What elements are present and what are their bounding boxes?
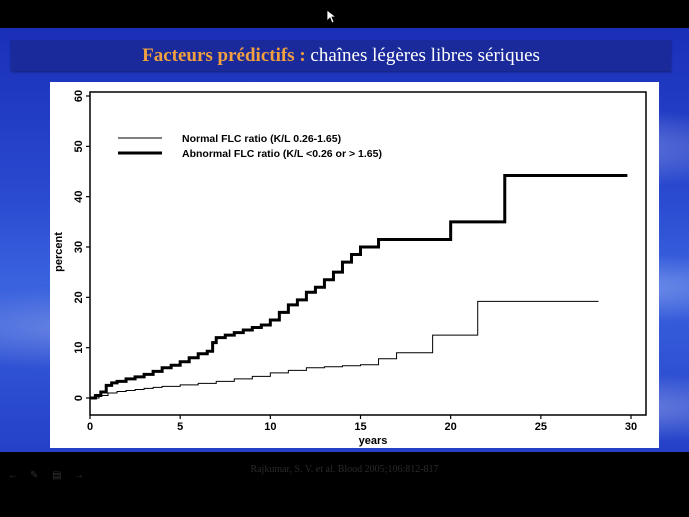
y-tick-label: 20 xyxy=(73,291,85,303)
next-icon[interactable]: → xyxy=(74,470,84,481)
normal-flc-series-line xyxy=(90,300,599,399)
slide-title-accent: Facteurs prédictifs : xyxy=(142,45,306,66)
y-tick-label: 60 xyxy=(73,90,85,102)
y-axis-label: percent xyxy=(53,232,65,272)
y-tick-label: 40 xyxy=(73,191,85,203)
x-tick-label: 10 xyxy=(264,421,276,433)
bottom-black-bar: Rajkumar, S. V. et al. Blood 2005;106:81… xyxy=(0,452,689,517)
legend-label: Abnormal FLC ratio (K/L <0.26 or > 1.65) xyxy=(182,148,382,160)
x-tick-label: 5 xyxy=(177,421,183,433)
y-tick-label: 30 xyxy=(73,241,85,253)
citation-text: Rajkumar, S. V. et al. Blood 2005;106:81… xyxy=(250,464,439,475)
previous-arrow-icon[interactable]: ← xyxy=(8,470,18,481)
x-tick-label: 0 xyxy=(87,421,93,433)
x-tick-label: 25 xyxy=(535,421,547,433)
legend-label: Normal FLC ratio (K/L 0.26-1.65) xyxy=(182,133,341,145)
x-tick-label: 20 xyxy=(445,421,457,433)
abnormal-flc-series-line xyxy=(90,174,628,400)
pen-icon[interactable]: ✎ xyxy=(30,470,39,481)
y-tick-label: 10 xyxy=(73,342,85,354)
x-tick-label: 30 xyxy=(625,421,637,433)
top-black-bar xyxy=(0,0,689,28)
chart-panel: 0 5 10 15 20 25 30 0 10 20 30 40 50 60 Normal FLC rat… xyxy=(50,82,659,448)
mouse-pointer-icon xyxy=(326,9,338,24)
slide-title-text: chaînes légères libres sériques xyxy=(305,45,540,66)
x-axis-label: years xyxy=(359,435,388,447)
y-tick-label: 50 xyxy=(73,140,85,152)
x-tick-label: 15 xyxy=(354,421,366,433)
plot-frame xyxy=(89,91,647,416)
presentation-slide: Facteurs prédictifs : chaînes légères li… xyxy=(0,28,689,452)
kaplan-meier-chart: 0 5 10 15 20 25 30 0 10 20 30 40 50 60 Normal FLC rat… xyxy=(53,90,647,447)
slide-menu-icon[interactable]: ▤ xyxy=(52,470,62,481)
slide-title: Facteurs prédictifs : chaînes légères li… xyxy=(11,40,671,71)
y-tick-label: 0 xyxy=(73,395,85,401)
